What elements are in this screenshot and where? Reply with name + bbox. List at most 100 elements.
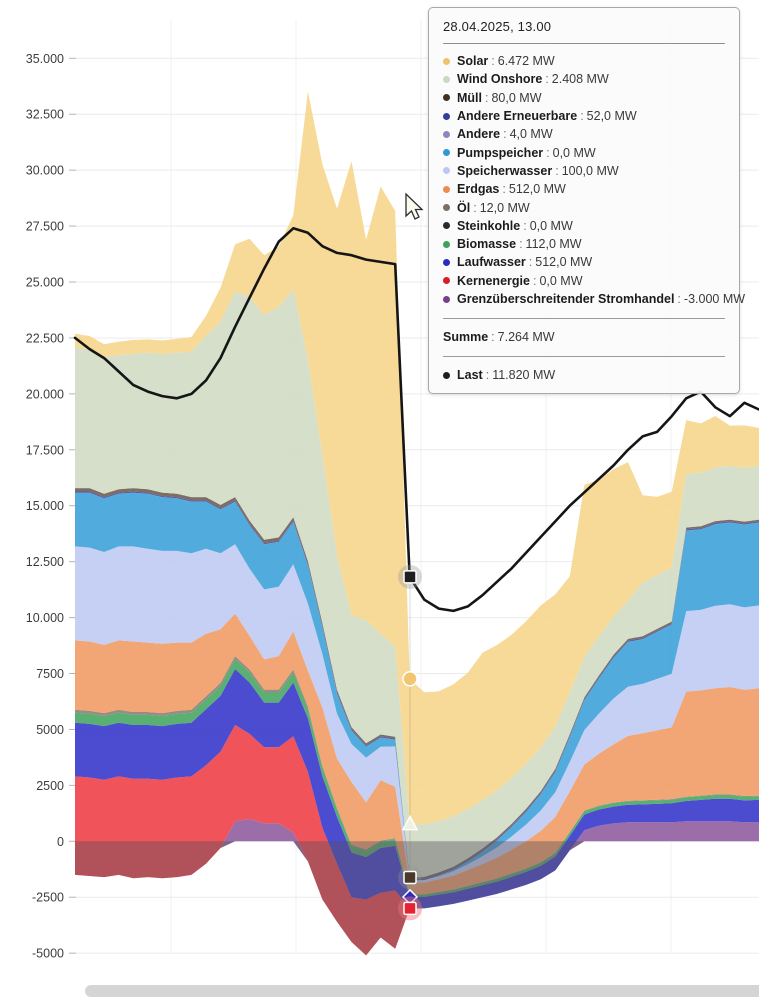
series-name: Kernenergie: [457, 273, 530, 288]
tooltip-summe-row: Summe : 7.264 MW: [443, 328, 725, 346]
series-value: 0,0 MW: [552, 145, 596, 160]
series-name: Speicherwasser: [457, 163, 553, 178]
series-color-dot-icon: [443, 258, 450, 266]
series-separator: :: [523, 218, 527, 233]
series-name: Pumpspeicher: [457, 145, 544, 160]
last-label: Last: [457, 368, 483, 383]
series-color-dot-icon: [443, 222, 450, 230]
hover-markers: [398, 564, 422, 921]
area-wind_onshore: [75, 289, 759, 878]
series-color-dot-icon: [443, 277, 450, 285]
series-separator: :: [555, 163, 559, 178]
y-tick-label: 17.500: [26, 443, 64, 457]
y-tick-label: 27.500: [26, 220, 64, 234]
series-name: Wind Onshore: [457, 72, 543, 87]
tooltip-series-row: Speicherwasser:100,0 MW: [443, 162, 725, 180]
tooltip-series-row: Öl:12,0 MW: [443, 198, 725, 216]
series-color-dot-icon: [443, 204, 450, 212]
tooltip-last-row: Last : 11.820 MW: [443, 366, 725, 384]
tooltip-series-row: Pumpspeicher:0,0 MW: [443, 143, 725, 161]
summe-separator: :: [491, 330, 495, 345]
y-tick-label: 15.000: [26, 499, 64, 513]
y-tick-label: 30.000: [26, 164, 64, 178]
series-color-dot-icon: [443, 240, 450, 248]
area-laufwasser: [75, 669, 759, 909]
series-color-dot-icon: [443, 75, 450, 83]
area-erdgas: [75, 613, 759, 895]
y-tick-label: -5000: [32, 947, 64, 961]
last-color-dot-icon: [443, 371, 450, 379]
tooltip-series-row: Kernenergie:0,0 MW: [443, 272, 725, 290]
last-separator: :: [485, 368, 490, 383]
area-grenzueberschreitender_stromhandel: [75, 818, 759, 956]
series-value: 112,0 MW: [525, 237, 582, 252]
series-name: Andere Erneuerbare: [457, 109, 578, 124]
chart-tooltip: 28.04.2025, 13.00 Solar:6.472 MW Wind Ons…: [428, 7, 745, 395]
tooltip-series-row: Andere Erneuerbare:52,0 MW: [443, 107, 725, 125]
summe-value: 7.264 MW: [497, 330, 555, 345]
area-solar: [75, 91, 759, 825]
area-pumpspeicher: [75, 492, 759, 881]
y-tick-label: 20.000: [26, 387, 64, 401]
series-value: 52,0 MW: [586, 109, 637, 124]
tooltip-series-row: Steinkohle:0,0 MW: [443, 217, 725, 235]
area-speicherwasser: [75, 544, 759, 883]
series-color-dot-icon: [443, 130, 450, 138]
series-name: Öl: [457, 200, 471, 215]
tooltip-series-row: Laufwasser:512,0 MW: [443, 253, 725, 271]
tooltip-series-row: Erdgas:512,0 MW: [443, 180, 725, 198]
hover-marker-solar: [402, 671, 418, 687]
series-color-dot-icon: [443, 94, 450, 102]
y-tick-label: 22.500: [26, 331, 64, 345]
series-value: 100,0 MW: [561, 163, 619, 178]
series-value: 2.408 MW: [551, 72, 609, 87]
horizontal-scrollbar[interactable]: [85, 985, 759, 997]
series-name: Müll: [457, 90, 482, 105]
series-name: Andere: [457, 127, 501, 142]
series-separator: :: [532, 273, 537, 288]
series-separator: :: [519, 237, 523, 252]
tooltip-series-row: Müll:80,0 MW: [443, 89, 725, 107]
tooltip-series-list: Solar:6.472 MW Wind Onshore:2.408 MW Müll:…: [443, 52, 745, 308]
series-value: 6.472 MW: [497, 54, 555, 69]
series-separator: :: [473, 200, 477, 215]
hover-marker-muell: [403, 870, 417, 885]
series-name: Grenzüberschreitender Stromhandel: [457, 292, 675, 306]
y-tick-label: 5000: [36, 723, 64, 737]
series-separator: :: [580, 109, 584, 124]
tooltip-series-row: Wind Onshore:2.408 MW: [443, 70, 725, 88]
series-separator: :: [528, 255, 533, 270]
series-value: 80,0 MW: [491, 90, 542, 105]
series-name: Solar: [457, 54, 489, 69]
series-separator: :: [502, 182, 506, 197]
series-separator: :: [546, 145, 550, 160]
summe-label: Summe: [443, 330, 489, 345]
hover-marker-last: [403, 570, 417, 584]
series-separator: :: [485, 90, 489, 105]
series-color-dot-icon: [443, 57, 450, 65]
series-name: Biomasse: [457, 237, 517, 252]
negative-export-overlay: [75, 841, 759, 956]
generation-areas: [75, 91, 759, 956]
series-value: 512,0 MW: [508, 182, 566, 197]
series-name: Steinkohle: [457, 218, 521, 233]
y-tick-label: 35.000: [26, 52, 64, 66]
tooltip-timestamp: 28.04.2025, 13.00: [443, 19, 552, 34]
series-separator: :: [677, 292, 681, 306]
y-tick-label: 2500: [36, 779, 64, 793]
series-value: -3.000 MW: [683, 292, 746, 306]
y-tick-label: 25.000: [26, 276, 64, 290]
tooltip-series-row: Grenzüberschreitender Stromhandel: -3.000…: [443, 290, 745, 308]
hover-marker-kernenergie: [403, 901, 417, 916]
last-value: 11.820 MW: [492, 368, 556, 383]
y-tick-label: -2500: [32, 891, 64, 905]
area-kernenergie: [75, 725, 759, 956]
tooltip-series-row: Biomasse:112,0 MW: [443, 235, 725, 253]
tooltip-divider: [443, 356, 725, 358]
series-color-dot-icon: [443, 112, 450, 120]
tooltip-series-row: Solar:6.472 MW: [443, 52, 725, 70]
series-value: 0,0 MW: [529, 218, 573, 233]
series-value: 512,0 MW: [535, 255, 593, 270]
